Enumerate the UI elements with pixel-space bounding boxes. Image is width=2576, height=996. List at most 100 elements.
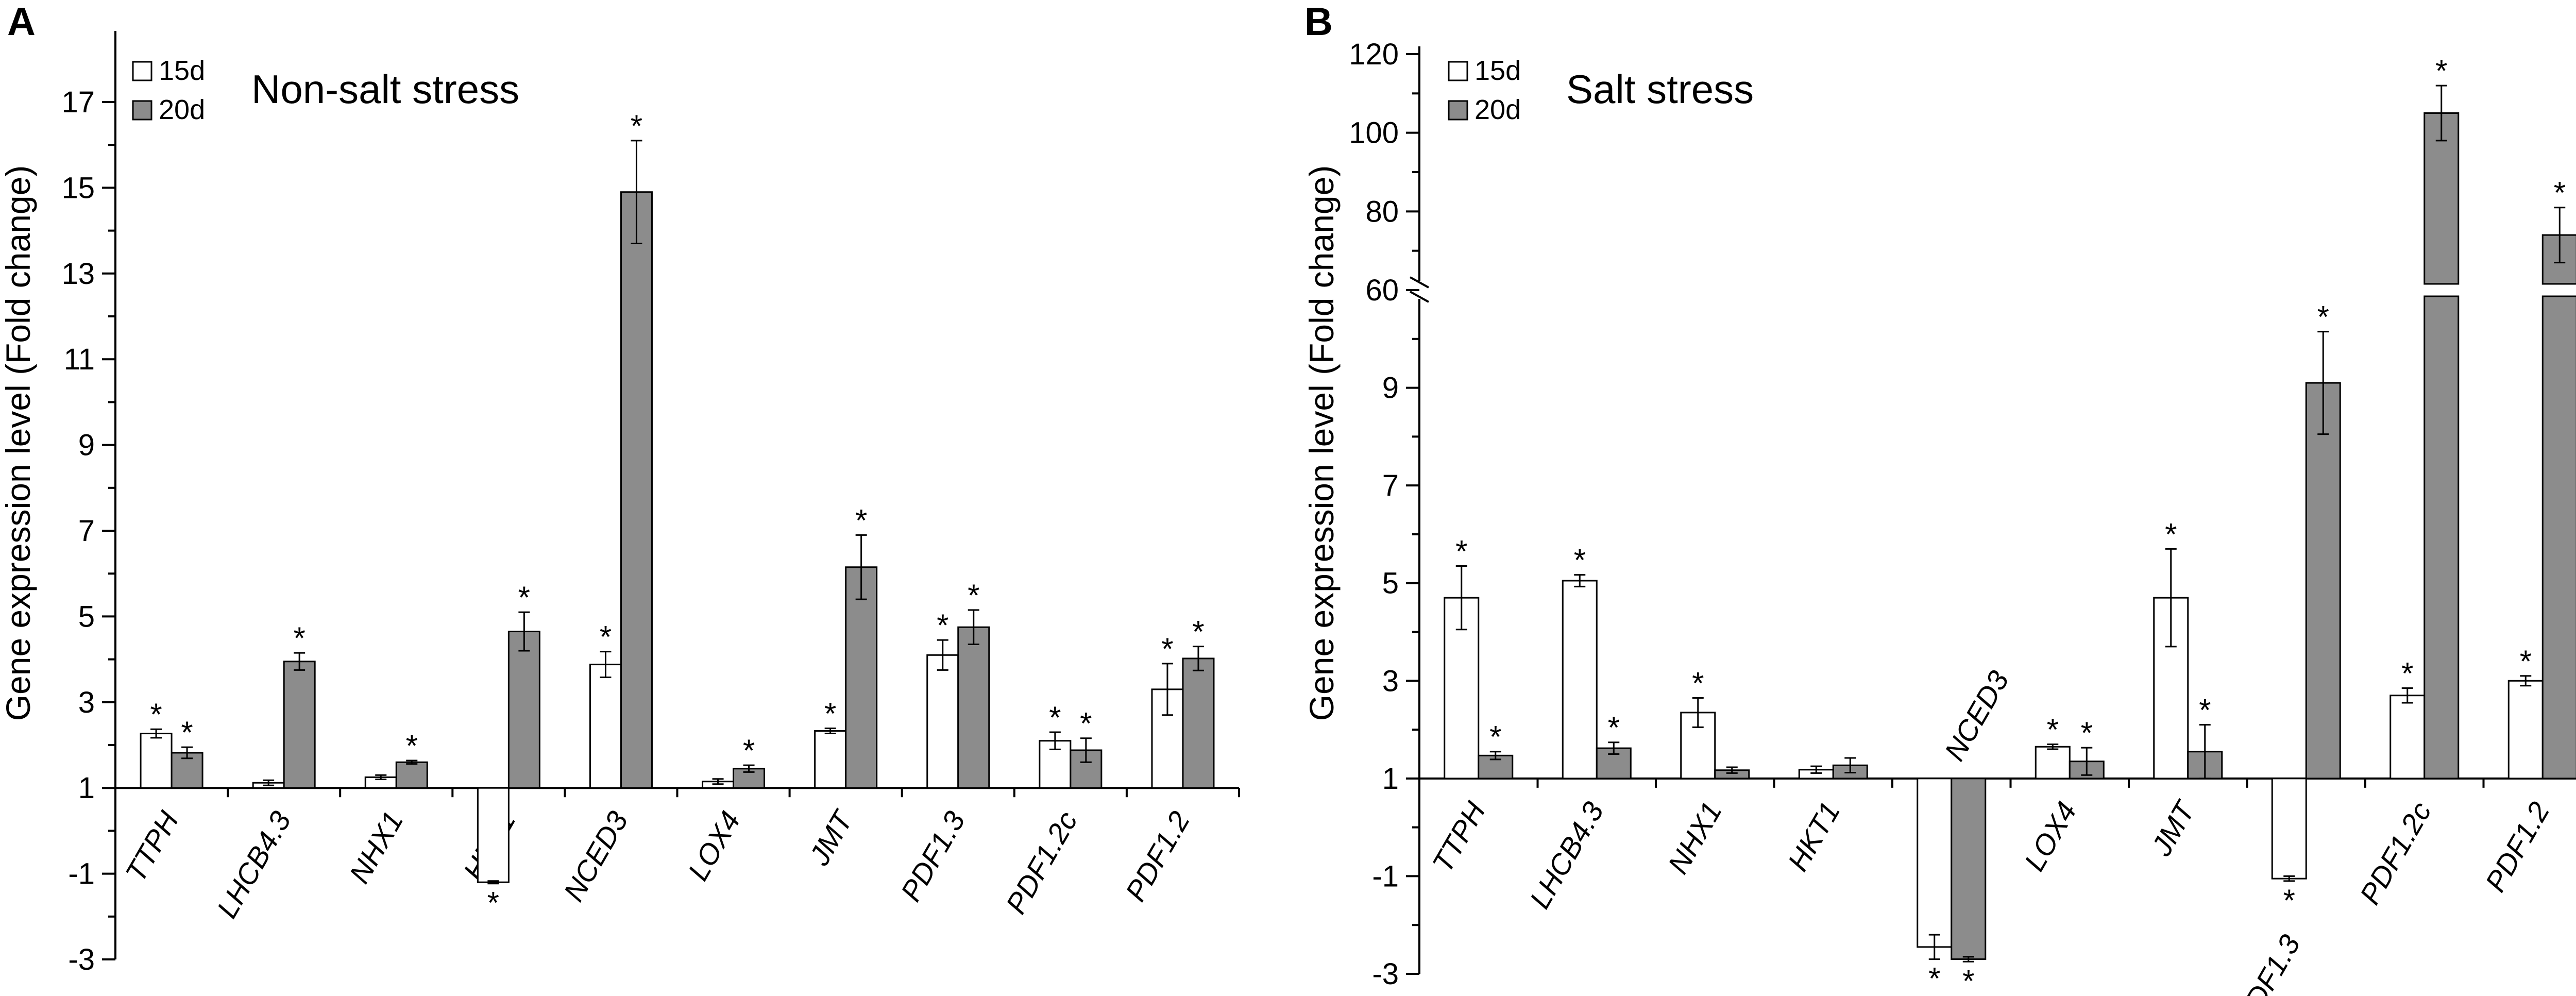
y-tick-label: 1 <box>78 771 95 805</box>
legend-swatch-20d <box>1448 100 1468 121</box>
bar-20d <box>1182 657 1215 789</box>
significance-star: * <box>2435 54 2447 88</box>
y-tick-label: -3 <box>1372 957 1399 991</box>
panel-a-ylabel: Gene expression level (Fold change) <box>0 165 37 721</box>
significance-star: * <box>1489 720 1501 754</box>
significance-star: * <box>631 109 642 143</box>
bar-15d <box>2271 778 2307 880</box>
significance-star: * <box>2401 656 2413 691</box>
significance-star: * <box>181 715 193 750</box>
significance-star: * <box>2283 883 2295 918</box>
bar-15d <box>2035 746 2071 780</box>
bar-20d <box>507 631 540 789</box>
x-tick-label: JMT <box>803 804 860 871</box>
x-tick-label: PDF1.2 <box>1119 806 1196 907</box>
x-tick-label: NHX1 <box>1662 796 1728 879</box>
significance-star: * <box>968 578 979 613</box>
bar-15d <box>814 730 847 789</box>
significance-star: * <box>150 697 162 732</box>
y-tick-label: 5 <box>78 600 95 633</box>
legend-swatch-15d <box>132 61 152 81</box>
legend-swatch-15d <box>1448 61 1468 81</box>
x-tick-label: NCED3 <box>1938 665 2015 766</box>
panel-b-plot: -3 -1 1 3 5 7 9 60 80 100 120 TTPH * * LHCB4.3 * * NHX1 * H… <box>1349 38 2576 996</box>
y-tick-label: 15 <box>61 171 95 205</box>
legend-label-15d: 15d <box>1475 55 1521 86</box>
panel-a-plot: -3-11357911131517TTPH**LHCB4.3*NHX1*HKT1… <box>61 31 1240 976</box>
bar-20d-upper <box>2424 112 2460 285</box>
panel-b-ylabel: Gene expression level (Fold change) <box>1302 165 1341 721</box>
x-tick-label: LHCB4.3 <box>210 806 297 923</box>
legend-swatch-20d <box>132 100 152 121</box>
bar-15d <box>477 787 510 883</box>
y-tick-label: 120 <box>1349 38 1399 71</box>
bar-15d <box>2507 680 2544 780</box>
significance-star: * <box>1962 964 1974 996</box>
x-tick-label: LOX4 <box>682 806 747 886</box>
significance-star: * <box>1192 615 1204 649</box>
y-tick-label: 100 <box>1349 116 1399 150</box>
axis-break-mark <box>1410 291 1429 303</box>
panel-b-legend: 15d 20d <box>1448 55 1521 125</box>
significance-star: * <box>743 733 755 768</box>
x-tick-label: LHCB4.3 <box>1523 796 1609 914</box>
significance-star: * <box>2165 517 2177 551</box>
y-tick-label: 7 <box>1382 469 1399 502</box>
x-tick-label: HKT1 <box>1782 796 1846 876</box>
y-tick-label: -1 <box>1372 859 1399 893</box>
bar-15d <box>1562 580 1598 780</box>
y-tick-label: -3 <box>68 943 95 976</box>
significance-star: * <box>1692 666 1704 700</box>
x-tick-label: TTPH <box>1426 796 1492 878</box>
y-tick-label: 5 <box>1382 567 1399 600</box>
y-tick-label: 60 <box>1365 274 1399 307</box>
legend-label-20d: 20d <box>1475 94 1521 125</box>
x-tick-label: LOX4 <box>2018 796 2082 876</box>
significance-star: * <box>1455 534 1467 569</box>
significance-star: * <box>487 886 499 920</box>
legend-label-15d: 15d <box>159 55 205 86</box>
significance-star: * <box>2047 713 2059 747</box>
bar-20d <box>957 626 990 789</box>
panel-a-label: A <box>7 0 36 44</box>
y-tick-label: 1 <box>1382 762 1399 796</box>
bar-20d <box>395 761 428 789</box>
panel-a-legend: 15d 20d <box>132 55 205 125</box>
significance-star: * <box>1574 543 1586 578</box>
bar-20d <box>2424 295 2460 780</box>
significance-star: * <box>1608 711 1620 745</box>
x-tick-label: NCED3 <box>557 806 634 907</box>
panel-b-title: Salt stress <box>1566 66 1754 112</box>
significance-star: * <box>406 729 418 763</box>
significance-star: * <box>518 580 530 615</box>
y-tick-label: 9 <box>1382 372 1399 405</box>
significance-star: * <box>2081 716 2093 750</box>
significance-star: * <box>1049 700 1061 735</box>
y-tick-label: 11 <box>64 343 95 376</box>
significance-star: * <box>1928 961 1940 996</box>
x-tick-label: PDF1.3 <box>894 806 971 907</box>
panel-b: B Salt stress Gene expression level (Fol… <box>1302 0 1754 721</box>
y-tick-label: 9 <box>78 429 95 462</box>
panel-a-title: Non-salt stress <box>251 66 519 112</box>
panel-a: A Non-salt stress Gene expression level … <box>0 0 519 721</box>
x-tick-label: PDF1.2c <box>999 806 1083 919</box>
y-tick-label: 17 <box>61 86 95 119</box>
significance-star: * <box>600 620 612 654</box>
x-tick-label: NHX1 <box>343 806 409 889</box>
significance-star: * <box>1161 632 1173 666</box>
bar-15d <box>926 654 959 789</box>
bar-15d <box>1917 778 1953 948</box>
bar-20d <box>620 191 653 789</box>
bar-15d <box>2389 695 2426 780</box>
x-tick-label: PDF1.2 <box>2479 796 2555 897</box>
significance-star: * <box>855 503 867 537</box>
significance-star: * <box>937 608 948 643</box>
x-tick-label: JMT <box>2145 795 2202 862</box>
bar-15d <box>140 733 173 789</box>
y-tick-label: 80 <box>1365 195 1399 228</box>
bar-20d <box>283 661 316 789</box>
legend-label-20d: 20d <box>159 94 205 125</box>
significance-star: * <box>2317 300 2329 334</box>
